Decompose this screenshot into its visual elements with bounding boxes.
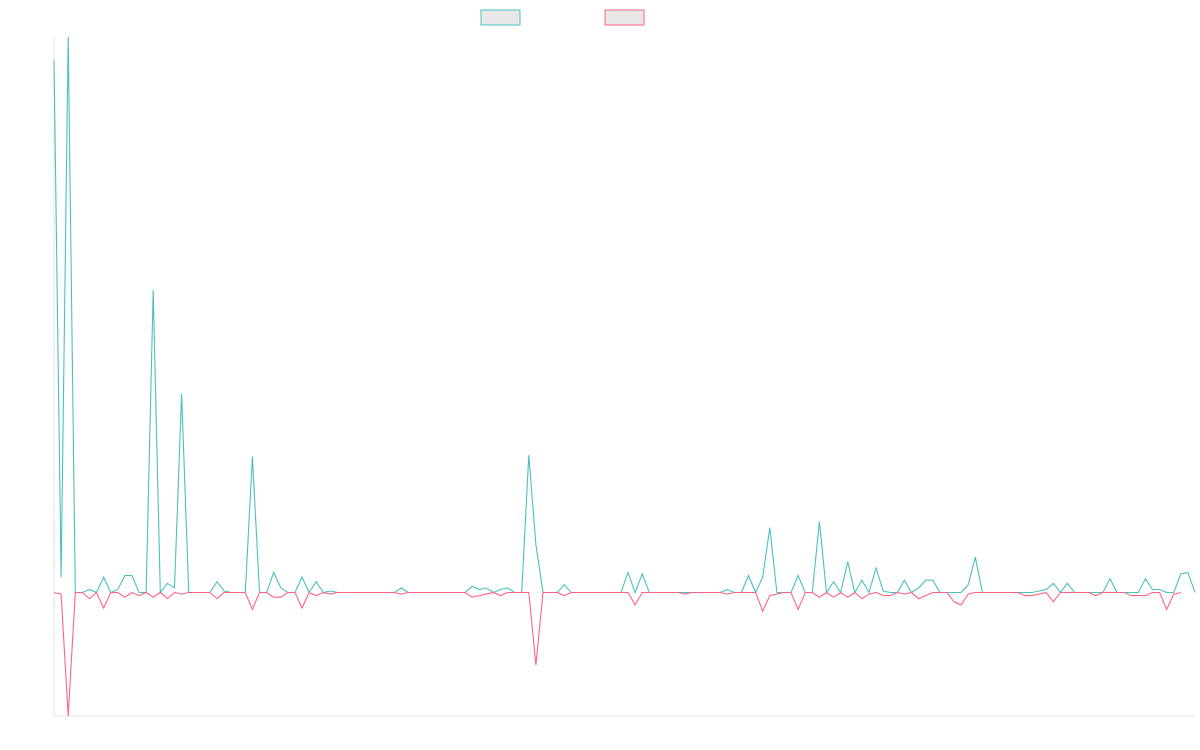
legend-swatch-1[interactable]	[480, 9, 521, 26]
series-group	[53, 36, 1196, 717]
legend	[480, 9, 645, 26]
legend-swatch-2[interactable]	[604, 9, 645, 26]
series-line-2	[53, 591, 1181, 717]
series-line-1	[53, 36, 1196, 595]
axes	[53, 37, 1195, 717]
